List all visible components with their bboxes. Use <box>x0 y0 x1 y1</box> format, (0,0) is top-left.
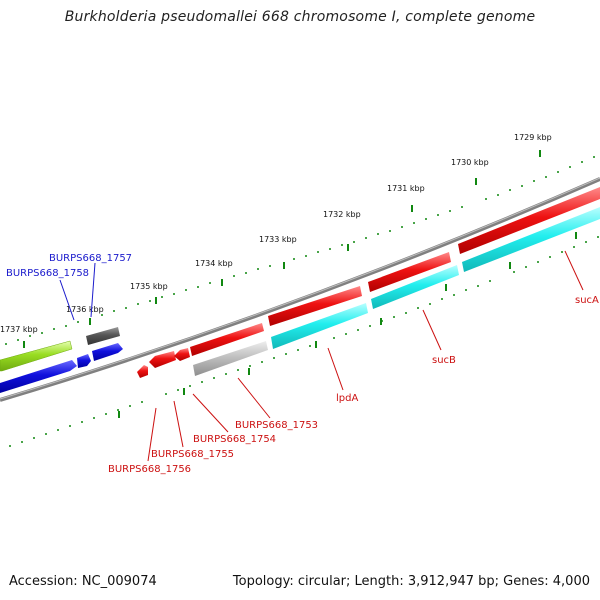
gene-green <box>0 340 73 372</box>
ruler-label: 1730 kbp <box>451 158 489 167</box>
ruler-upper <box>5 150 595 348</box>
label-lpdA: lpdA <box>336 393 358 404</box>
gene-red-1752 <box>268 286 362 326</box>
ruler-labels: 1737 kbp 1736 kbp 1735 kbp 1734 kbp 1733… <box>0 133 552 334</box>
reverse-features <box>0 207 600 393</box>
label-burps668-1753: BURPS668_1753 <box>235 420 318 431</box>
ruler-lower <box>9 232 599 447</box>
ruler-label: 1729 kbp <box>514 133 552 142</box>
label-burps668-1757: BURPS668_1757 <box>49 253 132 264</box>
ruler-label: 1736 kbp <box>66 305 104 314</box>
forward-features <box>0 187 600 372</box>
gene-light-gray <box>193 341 268 376</box>
gene-blue-small <box>92 343 123 361</box>
gene-cyan-sucB <box>371 265 459 309</box>
label-sucB: sucB <box>432 355 456 366</box>
ruler-label: 1737 kbp <box>0 325 38 334</box>
gene-burps668-1755 <box>149 351 176 368</box>
label-sucA: sucA <box>575 295 599 306</box>
genome-summary: Topology: circular; Length: 3,912,947 bp… <box>232 574 590 589</box>
gene-cyan-lpdA <box>271 303 368 349</box>
gene-lpdA-sucB <box>368 252 451 292</box>
gene-burps668-1757 <box>86 327 120 345</box>
chromosome-backbone <box>0 177 600 402</box>
callout-lines <box>59 250 584 462</box>
accession-text: Accession: NC_009074 <box>9 574 157 589</box>
ruler-label: 1731 kbp <box>387 184 425 193</box>
label-burps668-1758: BURPS668_1758 <box>6 268 89 279</box>
gene-blue-long <box>0 360 77 393</box>
ruler-label: 1734 kbp <box>195 259 233 268</box>
ruler-label: 1732 kbp <box>323 210 361 219</box>
ruler-label: 1733 kbp <box>259 235 297 244</box>
map-title: Burkholderia pseudomallei 668 chromosome… <box>64 9 536 25</box>
label-burps668-1755: BURPS668_1755 <box>151 449 234 460</box>
gene-red-1753 <box>190 323 264 356</box>
label-burps668-1756: BURPS668_1756 <box>108 464 191 475</box>
gene-cyan-sucA <box>462 207 600 272</box>
gene-burps668-1754 <box>174 348 190 361</box>
gene-sucA <box>458 187 600 254</box>
label-burps668-1754: BURPS668_1754 <box>193 434 276 445</box>
gene-burps668-1758 <box>77 354 91 368</box>
ruler-label: 1735 kbp <box>130 282 168 291</box>
gene-labels: BURPS668_1757 BURPS668_1758 BURPS668_175… <box>6 253 599 475</box>
gene-burps668-1756 <box>137 365 148 378</box>
